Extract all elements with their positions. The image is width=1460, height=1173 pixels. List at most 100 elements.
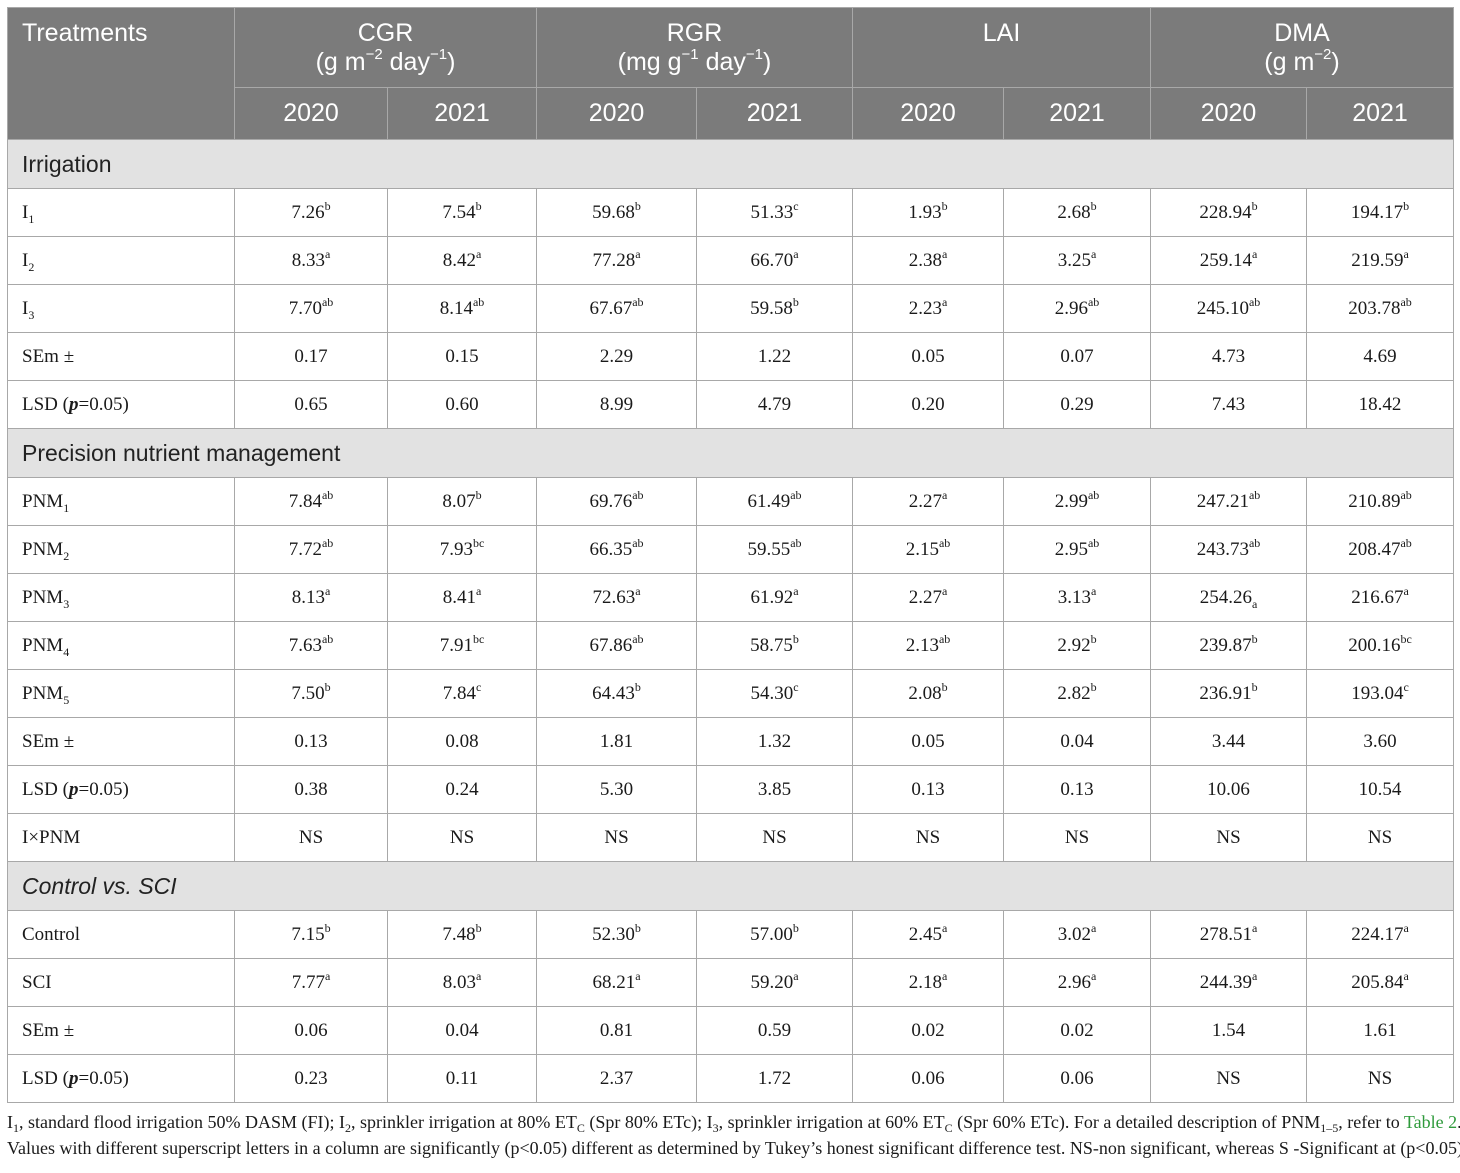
table-cell: 1.93b (852, 188, 1004, 237)
significance-letter: ab (321, 535, 334, 550)
table-cell: 77.28a (536, 236, 697, 285)
section-row: Precision nutrient management (7, 428, 1454, 478)
table-2-link[interactable]: Table 2 (1403, 1112, 1458, 1132)
significance-letter: bc (472, 631, 485, 646)
table-cell: 67.67ab (536, 284, 697, 333)
significance-letter: ab (321, 487, 334, 502)
footnote-subscript: 1 (13, 1121, 19, 1135)
table-footnote: I1, standard flood irrigation 50% DASM (… (7, 1109, 1460, 1161)
table-cell: 210.89ab (1306, 477, 1454, 526)
row-label: SEm ± (7, 332, 235, 381)
row-label: PNM1 (7, 477, 235, 526)
significance-letter: ab (790, 487, 802, 502)
row-label: SCI (7, 958, 235, 1007)
significance-letter: a (1090, 246, 1097, 261)
group-unit: (g m−2) (1264, 46, 1340, 76)
significance-letter: a (1403, 968, 1409, 983)
table-cell: 0.04 (1003, 717, 1151, 766)
table-row: I1 7.26b 7.54b 59.68b 51.33c 1.93b 2.68b 228.94… (7, 188, 1454, 237)
significance-letter: bc (472, 535, 485, 550)
unit-superscript: −1 (429, 46, 448, 63)
significance-letter: ab (1248, 294, 1261, 309)
table-cell: 72.63a (536, 573, 697, 622)
table-cell: 2.82b (1003, 669, 1151, 718)
table-cell: NS (1306, 1054, 1454, 1103)
table-cell: 203.78ab (1306, 284, 1454, 333)
table-cell: 0.59 (696, 1006, 853, 1055)
table-cell: 66.35ab (536, 525, 697, 574)
table-cell: 8.41a (387, 573, 537, 622)
table-cell: 0.24 (387, 765, 537, 814)
significance-letter: a (941, 294, 948, 309)
table-cell: 2.27a (852, 477, 1004, 526)
table-cell: 59.55ab (696, 525, 853, 574)
table-cell: 68.21a (536, 958, 697, 1007)
table-cell: 278.51a (1150, 910, 1307, 959)
table-cell: 0.06 (1003, 1054, 1151, 1103)
row-label: I1 (7, 188, 235, 237)
table-cell: 66.70a (696, 236, 853, 285)
table-cell: 61.49ab (696, 477, 853, 526)
significance-letter: ab (632, 487, 644, 502)
significance-letter: a (1090, 583, 1097, 598)
table-cell: 2.15ab (852, 525, 1004, 574)
table-cell: 216.67a (1306, 573, 1454, 622)
significance-letter: b (634, 920, 641, 935)
significance-letter: a (635, 968, 641, 983)
significance-letter: ab (938, 631, 951, 646)
significance-letter: b (475, 920, 482, 935)
table-row: I3 7.70ab 8.14ab 67.67ab 59.58b 2.23a 2.96ab 24… (7, 284, 1454, 333)
row-label: LSD (p=0.05) (7, 380, 235, 429)
significance-letter: a (793, 246, 799, 261)
table-cell: 64.43b (536, 669, 697, 718)
table-cell: 2.45a (852, 910, 1004, 959)
table-cell: 2.29 (536, 332, 697, 381)
significance-letter: ab (1087, 535, 1100, 550)
table-cell: 1.81 (536, 717, 697, 766)
table-cell: 7.77a (234, 958, 388, 1007)
table-row: PNM4 7.63ab 7.91bc 67.86ab 58.75b 2.13ab 2.92b… (7, 621, 1454, 670)
significance-letter: a (793, 583, 799, 598)
table-cell: NS (1003, 813, 1151, 862)
year-header: 2020 (536, 87, 697, 140)
group-name: CGR (357, 19, 414, 47)
year-header: 2021 (387, 87, 537, 140)
treatments-header: Treatments (7, 7, 235, 140)
significance-letter: a (1403, 583, 1409, 598)
table-cell: 2.92b (1003, 621, 1151, 670)
table-cell: 59.20a (696, 958, 853, 1007)
table-cell: 0.11 (387, 1054, 537, 1103)
significance-letter: a (324, 968, 331, 983)
significance-letter: ab (632, 535, 644, 550)
table-cell: 1.61 (1306, 1006, 1454, 1055)
table-cell: 205.84a (1306, 958, 1454, 1007)
significance-letter: b (792, 631, 799, 646)
table-cell: 228.94b (1150, 188, 1307, 237)
table-cell: NS (387, 813, 537, 862)
table-cell: 244.39a (1150, 958, 1307, 1007)
table-cell: 7.70ab (234, 284, 388, 333)
table-row: SEm ±0.06 0.04 0.81 0.59 0.02 0.02 1.54 1.61 (7, 1006, 1454, 1055)
table-cell: 2.95ab (1003, 525, 1151, 574)
table-cell: 2.27a (852, 573, 1004, 622)
significance-letter: ab (790, 535, 802, 550)
significance-letter: a (793, 968, 799, 983)
table-row: LSD (p=0.05) 0.38 0.24 5.30 3.85 0.13 0.13 10.0… (7, 765, 1454, 814)
table-cell: 2.13ab (852, 621, 1004, 670)
table-row: SCI 7.77a 8.03a 68.21a 59.20a 2.18a 2.96a 244.3… (7, 958, 1454, 1007)
significance-letter: b (634, 198, 641, 213)
table-row: PNM1 7.84ab 8.07b 69.76ab 61.49ab 2.27a 2.99ab… (7, 477, 1454, 526)
footnote-subscript: C (944, 1121, 953, 1135)
label-subscript: 2 (28, 259, 35, 274)
row-label: LSD (p=0.05) (7, 1054, 235, 1103)
row-label: PNM2 (7, 525, 235, 574)
significance-letter: a (941, 583, 948, 598)
significance-letter: ab (1400, 487, 1412, 502)
table-cell: 7.15b (234, 910, 388, 959)
significance-letter: a (941, 246, 948, 261)
significance-letter: a (1403, 920, 1409, 935)
unit-superscript: −2 (365, 46, 383, 63)
significance-letter: a (1251, 596, 1258, 611)
table-cell: 200.16bc (1306, 621, 1454, 670)
group-name: LAI (982, 19, 1021, 47)
